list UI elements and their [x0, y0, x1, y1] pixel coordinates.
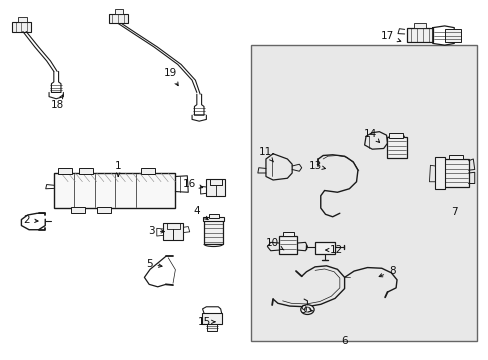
Text: 14: 14 — [364, 129, 379, 143]
Bar — [279, 236, 297, 254]
Bar — [203, 220, 223, 244]
Bar — [434, 157, 444, 189]
Text: 13: 13 — [308, 161, 325, 171]
Bar — [406, 28, 432, 42]
Bar — [283, 232, 293, 237]
Bar — [444, 29, 461, 42]
Bar — [203, 217, 224, 221]
Text: 10: 10 — [265, 238, 284, 250]
Bar — [207, 324, 216, 331]
Bar — [388, 133, 402, 138]
Bar — [58, 168, 72, 174]
Bar — [97, 207, 111, 213]
Bar — [163, 223, 183, 239]
Text: 11: 11 — [258, 147, 273, 162]
Text: 9: 9 — [300, 305, 312, 315]
Bar — [12, 22, 31, 32]
Text: 2: 2 — [23, 215, 38, 225]
Bar — [250, 45, 476, 341]
Bar — [413, 23, 425, 28]
Text: 5: 5 — [145, 259, 162, 269]
Text: 16: 16 — [183, 179, 202, 189]
Bar — [79, 168, 93, 174]
Text: 1: 1 — [115, 161, 121, 177]
Text: 17: 17 — [380, 31, 400, 42]
Circle shape — [304, 307, 310, 312]
Bar — [206, 179, 225, 196]
Text: 4: 4 — [193, 206, 208, 220]
Bar — [386, 137, 406, 158]
Bar — [18, 18, 27, 22]
Bar — [201, 313, 221, 324]
Text: 18: 18 — [50, 94, 63, 110]
Text: 12: 12 — [325, 245, 343, 255]
Bar — [70, 207, 84, 213]
Bar — [54, 173, 175, 208]
Text: 19: 19 — [163, 68, 178, 86]
Text: 3: 3 — [148, 226, 164, 236]
Bar — [314, 242, 334, 253]
Text: 15: 15 — [198, 317, 214, 327]
Text: 8: 8 — [378, 266, 395, 277]
Text: 6: 6 — [341, 336, 347, 346]
Bar — [108, 14, 127, 23]
Bar — [208, 213, 219, 218]
Bar — [447, 155, 462, 159]
Circle shape — [300, 305, 313, 315]
Bar — [443, 159, 468, 187]
Bar — [115, 9, 123, 14]
Bar — [140, 168, 155, 174]
Text: 7: 7 — [450, 207, 457, 216]
